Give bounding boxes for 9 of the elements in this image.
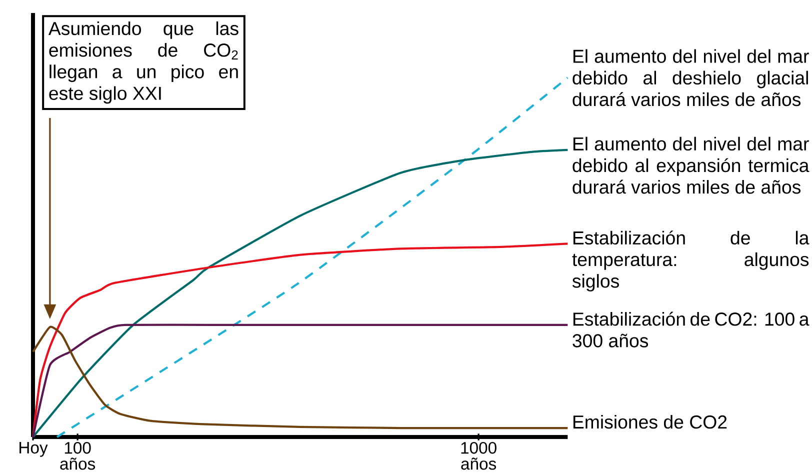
x-tick-label: 1000 años [461,442,496,470]
x-tick-label: 100 años [60,442,96,470]
series-label: Estabilización de la temperatura: algunos siglos [572,230,810,292]
series-label: El aumento del nivel del mar debido al deshielo glacial durará varios miles de años [572,49,809,106]
series-label: El aumento del nivel del mar debido al expansión termica durará varios miles de años [572,136,810,194]
x-tick-label: Hoy [20,442,48,457]
annotation: Asumiendo que las emisiones de CO$_{2}$ llegan a un pico en este siglo XXI [48,21,238,104]
series-label: Emisiones de CO2 [573,414,727,429]
series-label: Estabilización de CO2: 100 a 300 años [572,312,810,348]
